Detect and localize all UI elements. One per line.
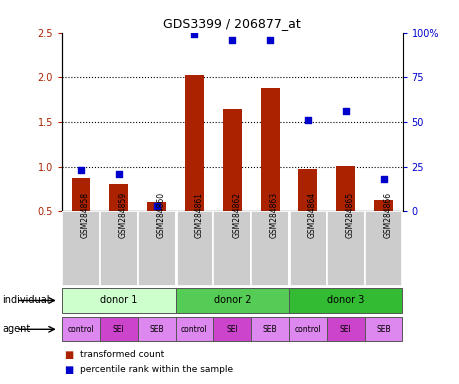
Bar <box>213 317 251 341</box>
Text: agent: agent <box>2 324 30 334</box>
Bar <box>100 317 137 341</box>
Title: GDS3399 / 206877_at: GDS3399 / 206877_at <box>163 17 301 30</box>
Text: GSM284862: GSM284862 <box>232 192 241 238</box>
Bar <box>288 288 402 313</box>
Bar <box>147 202 166 211</box>
Text: SEB: SEB <box>375 325 390 334</box>
Text: GSM284865: GSM284865 <box>345 192 354 238</box>
Text: SEI: SEI <box>226 325 238 334</box>
Point <box>303 117 311 123</box>
Bar <box>109 184 128 211</box>
Bar <box>364 211 402 286</box>
Bar <box>175 317 213 341</box>
Text: SEB: SEB <box>149 325 163 334</box>
Bar <box>62 288 175 313</box>
Text: GSM284860: GSM284860 <box>157 192 165 238</box>
Text: SEI: SEI <box>339 325 351 334</box>
Point <box>266 37 273 43</box>
Bar <box>288 317 326 341</box>
Bar <box>288 211 326 286</box>
Bar <box>62 317 100 341</box>
Text: control: control <box>294 325 321 334</box>
Bar <box>175 288 288 313</box>
Point <box>379 176 386 182</box>
Text: donor 3: donor 3 <box>326 295 364 306</box>
Bar <box>72 178 90 211</box>
Text: GSM284866: GSM284866 <box>383 192 392 238</box>
Point <box>77 167 84 173</box>
Bar <box>260 88 279 211</box>
Point <box>115 170 122 177</box>
Text: GSM284863: GSM284863 <box>269 192 279 238</box>
Bar <box>137 211 175 286</box>
Bar <box>213 211 251 286</box>
Point <box>341 108 349 114</box>
Text: ■: ■ <box>64 350 73 360</box>
Text: control: control <box>181 325 207 334</box>
Text: SEB: SEB <box>262 325 277 334</box>
Bar <box>175 211 213 286</box>
Text: GSM284864: GSM284864 <box>307 192 316 238</box>
Text: SEI: SEI <box>113 325 124 334</box>
Bar <box>251 211 288 286</box>
Bar <box>326 211 364 286</box>
Point <box>190 31 198 38</box>
Text: individual: individual <box>2 295 50 306</box>
Text: GSM284859: GSM284859 <box>118 192 128 238</box>
Bar <box>298 169 317 211</box>
Text: transformed count: transformed count <box>80 350 164 359</box>
Text: control: control <box>67 325 94 334</box>
Bar <box>222 109 241 211</box>
Bar <box>373 200 392 211</box>
Bar <box>364 317 402 341</box>
Text: percentile rank within the sample: percentile rank within the sample <box>80 365 233 374</box>
Point <box>153 203 160 209</box>
Point <box>228 37 235 43</box>
Text: GSM284858: GSM284858 <box>81 192 90 238</box>
Bar <box>100 211 137 286</box>
Bar <box>251 317 288 341</box>
Text: donor 2: donor 2 <box>213 295 251 306</box>
Text: GSM284861: GSM284861 <box>194 192 203 238</box>
Bar <box>137 317 175 341</box>
Bar <box>336 166 354 211</box>
Text: donor 1: donor 1 <box>100 295 137 306</box>
Bar <box>62 211 100 286</box>
Bar <box>185 76 203 211</box>
Text: ■: ■ <box>64 364 73 375</box>
Bar <box>326 317 364 341</box>
